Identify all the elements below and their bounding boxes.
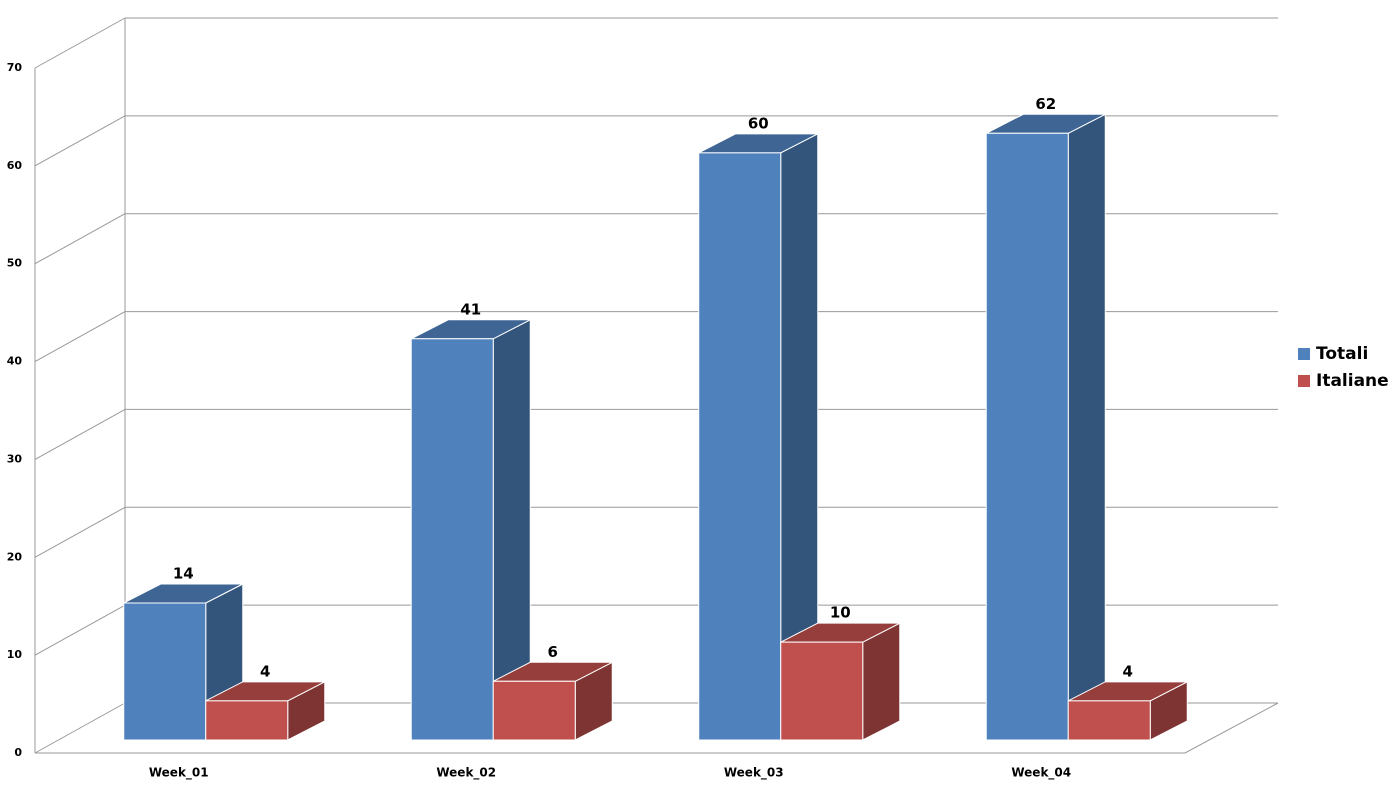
data-label: 62 xyxy=(1035,95,1056,113)
bar xyxy=(123,602,207,741)
bar xyxy=(1067,700,1151,741)
y-tick-label: 0 xyxy=(14,746,22,759)
bar xyxy=(985,132,1069,741)
grid-line xyxy=(34,115,126,167)
y-tick-label: 60 xyxy=(7,159,23,172)
data-label: 14 xyxy=(173,565,194,583)
data-label: 10 xyxy=(830,604,851,622)
grid-line xyxy=(34,604,126,656)
y-tick-label: 70 xyxy=(7,61,23,74)
grid-line xyxy=(34,408,126,460)
legend-swatch xyxy=(1298,375,1310,387)
grid-line xyxy=(34,17,126,69)
data-label: 60 xyxy=(748,114,769,132)
x-tick-label: Week_01 xyxy=(149,766,209,781)
bar xyxy=(205,700,289,741)
y-tick-label: 10 xyxy=(7,648,23,661)
data-label: 4 xyxy=(260,662,270,680)
legend-swatch xyxy=(1298,348,1310,360)
legend-label: Italiane xyxy=(1316,371,1389,391)
x-tick-label: Week_02 xyxy=(436,766,496,781)
legend-label: Totali xyxy=(1316,344,1368,364)
grid-line xyxy=(34,311,126,363)
x-tick-label: Week_03 xyxy=(724,766,784,781)
bar xyxy=(780,641,864,741)
grid-line xyxy=(34,702,126,754)
bar xyxy=(698,152,782,741)
x-tick-label: Week_04 xyxy=(1011,766,1071,781)
grid-line xyxy=(34,213,126,265)
data-label: 41 xyxy=(460,300,481,318)
bar-side xyxy=(862,622,901,741)
floor xyxy=(35,702,1279,754)
bar xyxy=(492,680,576,741)
y-tick-label: 30 xyxy=(7,452,23,465)
grid-line xyxy=(34,506,126,558)
y-tick-label: 50 xyxy=(7,257,23,270)
bar xyxy=(410,338,494,741)
data-label: 4 xyxy=(1123,662,1133,680)
bar-side xyxy=(1067,113,1106,741)
data-label: 6 xyxy=(548,643,558,661)
y-tick-label: 20 xyxy=(7,550,23,563)
y-tick-label: 40 xyxy=(7,355,23,368)
